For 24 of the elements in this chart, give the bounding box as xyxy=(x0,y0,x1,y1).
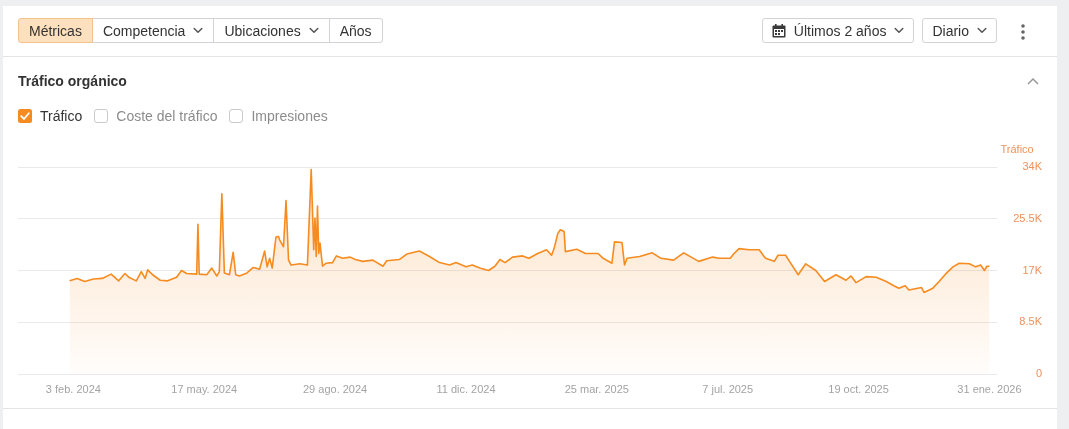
text: Ubicaciones xyxy=(224,22,301,39)
x-tick-label: 25 mar. 2025 xyxy=(564,382,629,395)
text: Años xyxy=(339,22,372,39)
x-tick-label: 3 feb. 2024 xyxy=(45,382,101,395)
y-tick-label: 0 xyxy=(1035,367,1042,380)
text: Competencia xyxy=(102,22,186,39)
y-tick-label: 34K xyxy=(1022,160,1043,173)
text: Diario xyxy=(932,22,969,39)
legend-label: Tráfico xyxy=(40,108,83,124)
y-tick-label: 17K xyxy=(1022,263,1043,276)
x-tick-label: 17 may. 2024 xyxy=(171,382,238,395)
x-tick-label: 19 oct. 2025 xyxy=(828,382,889,395)
text: Métricas xyxy=(29,22,82,39)
chart-title: Tráfico orgánico xyxy=(18,73,127,89)
text: Impresiones xyxy=(251,108,328,124)
x-tick-label: 11 dic. 2024 xyxy=(436,382,496,395)
x-tick-label: 7 jul. 2025 xyxy=(702,382,754,395)
text: Coste del tráfico xyxy=(116,108,218,124)
y-tick-label: 8.5K xyxy=(1019,315,1043,328)
text: Últimos 2 años xyxy=(793,22,887,39)
x-tick-label: 31 ene. 2026 xyxy=(957,382,1022,395)
y-tick-label: 25.5K xyxy=(1013,211,1043,224)
y-axis-title: Tráfico xyxy=(1000,143,1034,156)
x-tick-label: 29 ago. 2024 xyxy=(302,382,368,395)
